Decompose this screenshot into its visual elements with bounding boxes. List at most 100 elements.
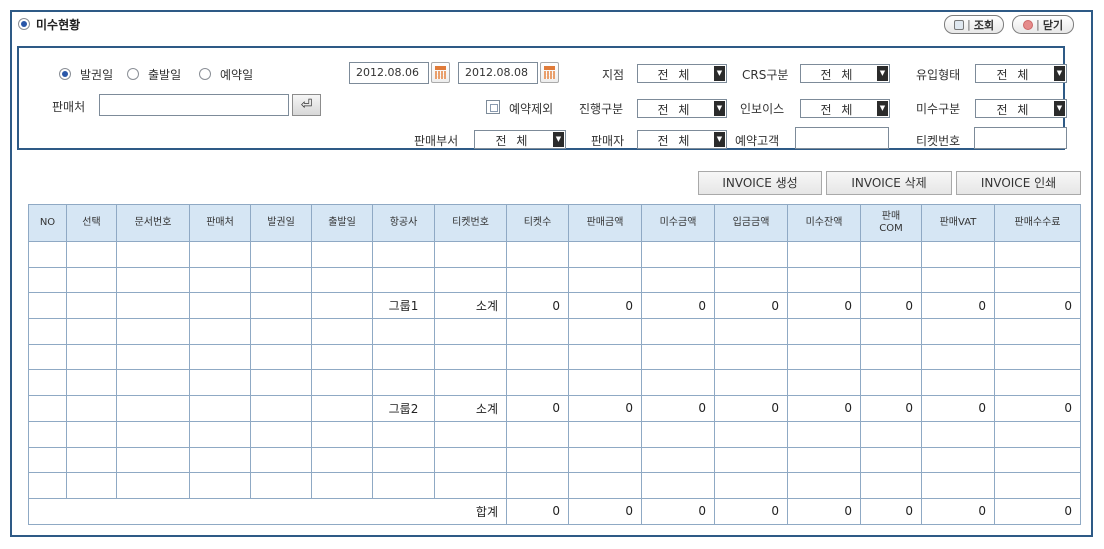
table-row[interactable] bbox=[28, 241, 1081, 268]
column-header[interactable]: 미수잔액 bbox=[787, 204, 861, 242]
table-cell: 0 bbox=[506, 395, 569, 422]
table-cell bbox=[714, 446, 788, 474]
crs-select[interactable]: 전 체 ▼ bbox=[800, 64, 890, 83]
close-button[interactable]: | 닫기 bbox=[1012, 15, 1074, 34]
customer-input[interactable] bbox=[795, 127, 889, 149]
invoice-select-value: 전 체 bbox=[820, 103, 856, 117]
page-title: 미수현황 bbox=[36, 17, 81, 32]
table-cell bbox=[860, 369, 922, 397]
column-header[interactable]: 판매수수료 bbox=[994, 204, 1081, 242]
column-header[interactable]: NO bbox=[28, 204, 67, 242]
close-button-label: 닫기 bbox=[1042, 18, 1064, 32]
table-cell bbox=[787, 343, 861, 371]
table-cell bbox=[372, 369, 435, 397]
invoice-select[interactable]: 전 체 ▼ bbox=[800, 99, 890, 118]
column-header[interactable]: 선택 bbox=[66, 204, 117, 242]
ticket-input[interactable] bbox=[974, 127, 1067, 149]
table-row[interactable] bbox=[28, 266, 1081, 294]
column-header[interactable]: 판매 COM bbox=[860, 204, 922, 242]
table-cell bbox=[568, 343, 642, 371]
calendar-to-icon[interactable] bbox=[540, 62, 559, 83]
branch-select[interactable]: 전 체 ▼ bbox=[637, 64, 727, 83]
column-header[interactable]: 항공사 bbox=[372, 204, 435, 242]
table-cell: 0 bbox=[994, 395, 1081, 422]
radio-departure-date[interactable] bbox=[127, 68, 139, 80]
table-cell bbox=[116, 420, 190, 448]
table-cell bbox=[714, 472, 788, 499]
date-to-input[interactable]: 2012.08.08 bbox=[458, 62, 538, 84]
table-cell bbox=[311, 472, 373, 499]
table-cell: 0 bbox=[506, 292, 569, 320]
column-header[interactable]: 미수금액 bbox=[641, 204, 715, 242]
search-button[interactable]: | 조회 bbox=[944, 15, 1004, 34]
table-cell bbox=[434, 472, 507, 499]
table-cell bbox=[66, 395, 117, 422]
invoice-print-button[interactable]: INVOICE 인쇄 bbox=[956, 171, 1081, 195]
progress-select[interactable]: 전 체 ▼ bbox=[637, 99, 727, 118]
radio-reservation-date[interactable] bbox=[199, 68, 211, 80]
column-header[interactable]: 티켓번호 bbox=[434, 204, 507, 242]
column-header[interactable]: 판매VAT bbox=[921, 204, 995, 242]
invoice-create-button[interactable]: INVOICE 생성 bbox=[698, 171, 822, 195]
table-cell bbox=[28, 266, 67, 294]
table-cell bbox=[28, 420, 67, 448]
salesperson-select[interactable]: 전 체 ▼ bbox=[637, 130, 727, 149]
dept-select[interactable]: 전 체 ▼ bbox=[474, 130, 566, 149]
table-cell bbox=[641, 369, 715, 397]
table-cell: 0 bbox=[860, 292, 922, 320]
table-cell bbox=[568, 420, 642, 448]
inflow-select[interactable]: 전 체 ▼ bbox=[975, 64, 1067, 83]
column-header[interactable]: 문서번호 bbox=[116, 204, 190, 242]
unpaid-type-select[interactable]: 전 체 ▼ bbox=[975, 99, 1067, 118]
table-row[interactable] bbox=[28, 369, 1081, 397]
table-cell bbox=[189, 472, 251, 499]
table-row[interactable] bbox=[28, 343, 1081, 371]
table-cell bbox=[641, 343, 715, 371]
table-row[interactable] bbox=[28, 472, 1081, 499]
exclude-reservation-checkbox[interactable] bbox=[486, 100, 500, 114]
column-header[interactable]: 입금금액 bbox=[714, 204, 788, 242]
dropdown-arrow-icon: ▼ bbox=[1054, 66, 1065, 81]
table-cell bbox=[434, 266, 507, 294]
table-cell bbox=[994, 472, 1081, 499]
table-cell bbox=[189, 446, 251, 474]
invoice-delete-button[interactable]: INVOICE 삭제 bbox=[826, 171, 952, 195]
table-cell bbox=[372, 472, 435, 499]
table-cell bbox=[860, 472, 922, 499]
table-cell bbox=[787, 446, 861, 474]
progress-select-value: 전 체 bbox=[657, 103, 693, 117]
calendar-from-icon[interactable] bbox=[431, 62, 450, 83]
table-cell bbox=[66, 266, 117, 294]
table-row[interactable] bbox=[28, 318, 1081, 345]
column-header[interactable]: 판매처 bbox=[189, 204, 251, 242]
table-cell bbox=[66, 343, 117, 371]
table-row[interactable] bbox=[28, 420, 1081, 448]
table-row[interactable]: 그룹1 소계 0 0 0 0 0 0 0 0 bbox=[28, 292, 1081, 320]
table-row[interactable] bbox=[28, 446, 1081, 474]
table-cell bbox=[66, 369, 117, 397]
table-cell bbox=[714, 343, 788, 371]
table-cell bbox=[568, 318, 642, 345]
close-icon bbox=[1022, 19, 1033, 30]
table-cell bbox=[250, 395, 312, 422]
table-row[interactable]: 그룹2 소계 0 0 0 0 0 0 0 0 bbox=[28, 395, 1081, 422]
column-header[interactable]: 티켓수 bbox=[506, 204, 569, 242]
column-header[interactable]: 발권일 bbox=[250, 204, 312, 242]
date-from-input[interactable]: 2012.08.06 bbox=[349, 62, 429, 84]
table-body: 그룹1 소계 0 0 0 0 0 0 0 0 그룹2 소계 0 0 0 0 0 0 0 0 합계 0 0 0 0 0 0 0 0 bbox=[28, 241, 1081, 525]
column-header[interactable]: 출발일 bbox=[311, 204, 373, 242]
table-cell bbox=[372, 343, 435, 371]
radio-issue-date[interactable] bbox=[59, 68, 71, 80]
table-cell bbox=[250, 318, 312, 345]
table-cell bbox=[189, 292, 251, 320]
salesperson-select-value: 전 체 bbox=[657, 134, 693, 148]
seller-lookup-button[interactable]: ⏎ bbox=[292, 94, 321, 116]
seller-input[interactable] bbox=[99, 94, 289, 116]
table-cell bbox=[189, 241, 251, 268]
table-cell bbox=[787, 266, 861, 294]
table-cell bbox=[28, 446, 67, 474]
table-cell bbox=[189, 266, 251, 294]
column-header[interactable]: 판매금액 bbox=[568, 204, 642, 242]
table-cell bbox=[434, 446, 507, 474]
table-cell bbox=[250, 446, 312, 474]
